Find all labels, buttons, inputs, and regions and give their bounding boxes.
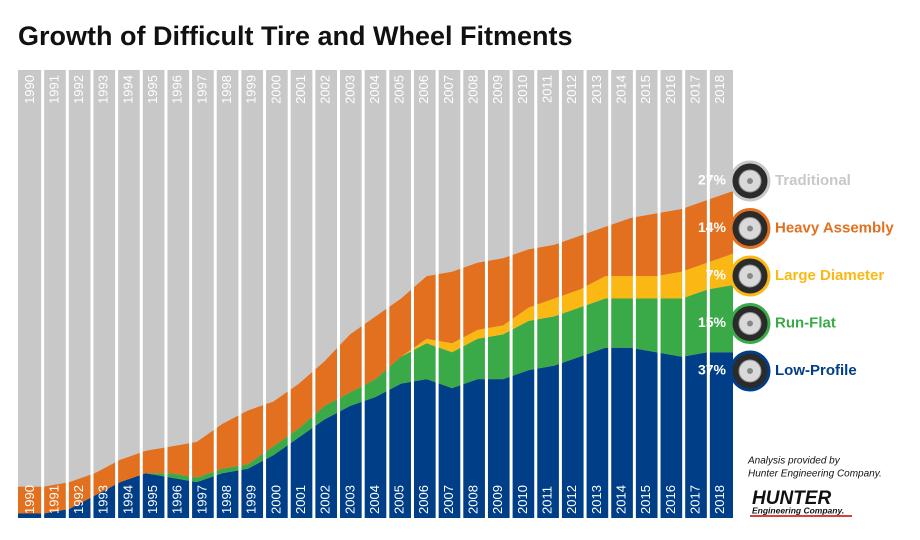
annotation: Analysis provided by <box>747 456 841 467</box>
hub <box>747 178 753 184</box>
legend-label: Run-Flat <box>775 314 836 331</box>
legend-label: Low-Profile <box>775 362 857 379</box>
year-label-top: 1999 <box>244 75 259 104</box>
year-label-top: 1995 <box>145 75 160 104</box>
logo-name: HUNTER <box>752 488 831 509</box>
year-label-top: 2011 <box>540 75 555 103</box>
year-label-bottom: 2005 <box>392 485 407 514</box>
year-label-bottom: 2001 <box>293 485 308 514</box>
year-label-top: 2016 <box>663 75 678 104</box>
year-label-bottom: 2015 <box>638 485 653 514</box>
year-label-bottom: 1994 <box>120 485 135 514</box>
year-label-bottom: 2010 <box>515 485 530 514</box>
year-label-top: 2008 <box>466 75 481 104</box>
year-label-top: 2004 <box>367 75 382 104</box>
year-label-bottom: 2013 <box>589 485 604 514</box>
year-label-top: 1994 <box>120 75 135 104</box>
legend-icon <box>729 350 771 392</box>
year-label-bottom: 2006 <box>416 485 431 514</box>
year-label-top: 1997 <box>194 75 209 104</box>
year-label-bottom: 2012 <box>564 485 579 514</box>
end-value-label: 27% <box>698 172 727 188</box>
end-value-label: 15% <box>698 314 727 330</box>
year-label-bottom: 2000 <box>268 485 283 514</box>
year-label-bottom: 2007 <box>441 485 456 514</box>
area <box>18 285 733 514</box>
year-label-bottom: 1999 <box>244 485 259 514</box>
year-label-top: 2003 <box>342 75 357 104</box>
year-label-bottom: 2016 <box>663 485 678 514</box>
legend-icon <box>729 255 771 297</box>
year-label-top: 2005 <box>392 75 407 104</box>
year-label-bottom: 2008 <box>466 485 481 514</box>
end-value-label: 37% <box>698 362 727 378</box>
area <box>18 70 733 487</box>
year-label-top: 2013 <box>589 75 604 104</box>
legend-label: Heavy Assembly <box>775 219 894 236</box>
year-label-top: 1998 <box>219 75 234 104</box>
year-label-bottom: 2017 <box>687 485 702 514</box>
year-label-bottom: 1990 <box>22 485 37 514</box>
year-label-top: 2009 <box>490 75 505 104</box>
year-label-top: 1996 <box>170 75 185 104</box>
legend-label: Traditional <box>775 172 851 189</box>
hub <box>747 368 753 374</box>
logo-subtitle: Engineering Company. <box>752 505 844 515</box>
legend-icon <box>729 160 771 202</box>
year-label-bottom: 2004 <box>367 485 382 514</box>
year-label-top: 2012 <box>564 75 579 104</box>
year-label-bottom: 1993 <box>96 485 111 514</box>
year-label-top: 2010 <box>515 75 530 104</box>
year-label-bottom: 1995 <box>145 485 160 514</box>
year-label-top: 2017 <box>687 75 702 104</box>
year-label-bottom: 2003 <box>342 485 357 514</box>
area <box>18 253 733 514</box>
year-label-bottom: 1992 <box>71 485 86 514</box>
annotation: Hunter Engineering Company. <box>748 469 882 480</box>
year-label-bottom: 2011 <box>540 486 555 514</box>
year-label-bottom: 1991 <box>46 485 61 514</box>
year-label-top: 2002 <box>318 75 333 104</box>
area <box>18 190 733 514</box>
year-label-top: 2006 <box>416 75 431 104</box>
end-value-label: 7% <box>706 267 727 283</box>
area <box>18 347 733 518</box>
year-label-bottom: 2002 <box>318 485 333 514</box>
year-label-top: 2014 <box>613 75 628 104</box>
year-label-top: 1992 <box>71 75 86 104</box>
year-label-top: 1991 <box>46 75 61 104</box>
hub <box>747 273 753 279</box>
year-label-bottom: 2014 <box>613 485 628 514</box>
year-label-top: 1993 <box>96 75 111 104</box>
year-label-bottom: 1998 <box>219 485 234 514</box>
year-label-bottom: 1996 <box>170 485 185 514</box>
legend-icon <box>729 208 771 249</box>
year-label-top: 2001 <box>293 75 308 104</box>
year-label-bottom: 1997 <box>194 485 209 514</box>
chart-title: Growth of Difficult Tire and Wheel Fitme… <box>18 21 573 51</box>
year-label-bottom: 2009 <box>490 485 505 514</box>
year-label-top: 1990 <box>22 75 37 104</box>
hub <box>747 320 753 327</box>
hub <box>747 225 753 232</box>
year-label-top: 2015 <box>638 75 653 104</box>
year-label-bottom: 2018 <box>712 485 727 514</box>
legend-label: Large Diameter <box>775 267 884 284</box>
end-value-label: 14% <box>698 219 727 235</box>
year-label-top: 2007 <box>441 75 456 104</box>
year-label-top: 2000 <box>268 75 283 104</box>
legend-icon <box>729 303 771 344</box>
year-label-top: 2018 <box>712 75 727 104</box>
